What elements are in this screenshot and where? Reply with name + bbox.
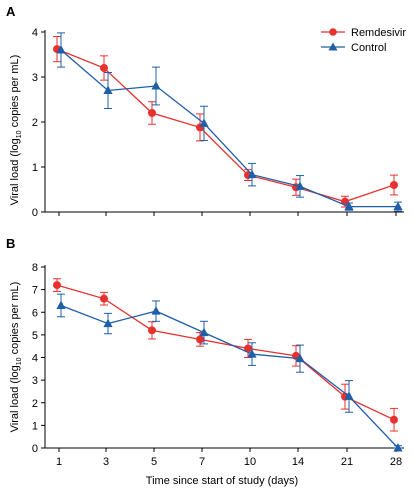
panel-a-control-point	[247, 169, 257, 179]
panel-b-x-tick-label: 21	[341, 456, 353, 468]
legend-marker-control	[328, 42, 338, 51]
panel-a-control-point	[56, 45, 66, 54]
panel-a-remdesivir-point	[148, 109, 156, 117]
panel-b: B Viral load (log10 copies per mL) 0 1 2 3 4…	[6, 236, 404, 487]
panel-b-series	[53, 278, 403, 452]
panel-b-control-point	[295, 353, 305, 363]
panel-a-control-point	[199, 118, 209, 127]
panel-b-control-line	[60, 304, 399, 449]
panel-a-y-tick-label: 4	[32, 27, 38, 39]
panel-a-control-point	[103, 85, 113, 94]
panel-b-control-point	[344, 391, 354, 400]
panel-a-remdesivir-point	[100, 64, 108, 72]
panel-a-remdesivir-point	[390, 181, 398, 189]
panel-b-x-tick-label: 7	[199, 456, 205, 468]
panel-b-y-tick-label: 6	[32, 307, 38, 319]
panel-b-remdesivir-point	[390, 415, 398, 424]
panel-b-remdesivir-point	[100, 294, 108, 303]
legend-marker-remdesivir	[329, 28, 337, 36]
panel-b-remdesivir-line	[56, 284, 395, 421]
panel-a-control-point	[344, 201, 354, 211]
panel-a-y-tick-label: 3	[32, 72, 38, 84]
panel-a-series	[53, 32, 403, 212]
panel-a-letter: A	[6, 4, 16, 19]
panel-b-letter: B	[6, 236, 15, 251]
panel-a-y-axis-title: Viral load (log10 copies per mL)	[9, 55, 23, 206]
panel-b-x-tick-label: 28	[390, 456, 402, 468]
legend-label-control: Control	[351, 42, 386, 54]
legend: Remdesivir Control	[321, 27, 406, 54]
panel-b-remdesivir-point	[244, 344, 252, 353]
panel-b-remdesivir-point	[196, 335, 204, 344]
legend-label-remdesivir: Remdesivir	[351, 27, 406, 39]
panel-b-y-axis-title: Viral load (log10 copies per mL)	[9, 282, 23, 433]
panel-b-remdesivir-point	[148, 326, 156, 335]
panel-b-control-point	[103, 318, 113, 328]
panel-b-y-tick-label: 1	[32, 420, 38, 432]
panel-b-control-point	[56, 300, 66, 309]
panel-b-x-tick-label: 5	[151, 456, 157, 468]
panel-b-control-point	[199, 327, 209, 337]
panel-b-x-tick-label: 14	[292, 456, 304, 468]
panel-b-y-tick-label: 5	[32, 330, 38, 342]
panel-a-axes: 0 1 2 3 4	[32, 27, 404, 219]
panel-b-remdesivir-point	[53, 281, 61, 290]
panel-a-remdesivir-line	[56, 48, 395, 203]
panel-a-control-line	[60, 49, 398, 208]
panel-b-y-tick-label: 0	[32, 443, 38, 455]
panel-a-y-tick-label: 2	[32, 117, 38, 129]
panel-b-control-point	[151, 306, 161, 315]
panel-a-y-tick-label: 1	[32, 162, 38, 174]
panel-a-y-tick-label: 0	[32, 207, 38, 219]
panel-b-y-tick-label: 8	[32, 262, 38, 274]
panel-a: A Viral load (log10 copies per mL) 0 1 2 3 4	[6, 4, 404, 219]
panel-b-x-tick-label: 1	[56, 456, 62, 468]
panel-b-y-tick-label: 3	[32, 375, 38, 387]
panel-b-control-point	[247, 349, 257, 358]
x-axis-title: Time since start of study (days)	[146, 475, 298, 487]
panel-a-control-point	[295, 181, 305, 190]
panel-b-y-tick-label: 4	[32, 353, 38, 365]
panel-b-axes: 0 1 2 3 4 5 6 7 8 1 3 5 7 10 14 21 28	[32, 262, 404, 468]
panel-b-x-tick-label: 10	[244, 456, 256, 468]
panel-b-x-tick-label: 3	[103, 456, 109, 468]
panel-a-control-point	[151, 81, 161, 90]
panel-b-y-tick-label: 7	[32, 285, 38, 297]
legend-item-control: Control	[321, 42, 386, 54]
panel-b-y-tick-label: 2	[32, 398, 38, 410]
panel-a-control-point	[393, 201, 403, 211]
legend-item-remdesivir: Remdesivir	[321, 27, 406, 39]
panel-b-control-point	[393, 443, 403, 452]
